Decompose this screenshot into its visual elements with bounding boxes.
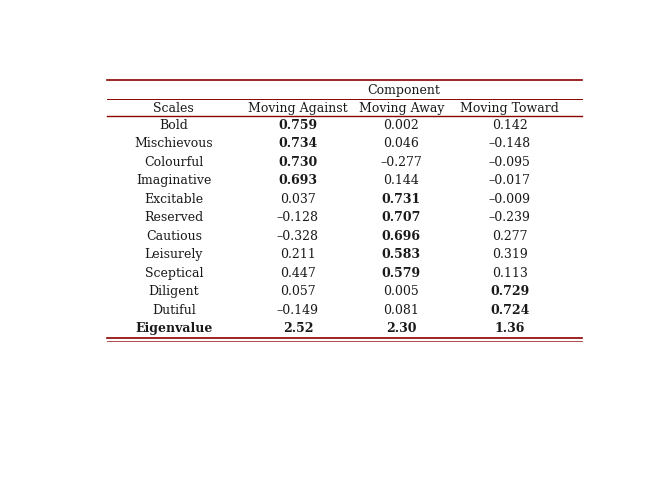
Text: 1.36: 1.36	[495, 322, 525, 335]
Text: Bold: Bold	[159, 119, 188, 132]
Text: Cautious: Cautious	[146, 230, 202, 243]
Text: Reserved: Reserved	[144, 211, 203, 224]
Text: 0.693: 0.693	[278, 174, 317, 187]
Text: Mischievous: Mischievous	[135, 138, 213, 151]
Text: Dutiful: Dutiful	[152, 304, 195, 316]
Text: 0.696: 0.696	[382, 230, 421, 243]
Text: Scales: Scales	[153, 102, 194, 115]
Text: –0.328: –0.328	[277, 230, 319, 243]
Text: Moving Away: Moving Away	[359, 102, 444, 115]
Text: Excitable: Excitable	[144, 193, 203, 206]
Text: Colourful: Colourful	[144, 156, 203, 169]
Text: –0.149: –0.149	[277, 304, 319, 316]
Text: 0.447: 0.447	[280, 267, 315, 280]
Text: 0.583: 0.583	[382, 248, 421, 261]
Text: 0.211: 0.211	[280, 248, 315, 261]
Text: –0.009: –0.009	[489, 193, 531, 206]
Text: Imaginative: Imaginative	[136, 174, 211, 187]
Text: Eigenvalue: Eigenvalue	[135, 322, 213, 335]
Text: 0.113: 0.113	[492, 267, 528, 280]
Text: 0.081: 0.081	[384, 304, 420, 316]
Text: Leisurely: Leisurely	[145, 248, 203, 261]
Text: 0.277: 0.277	[492, 230, 528, 243]
Text: 0.046: 0.046	[384, 138, 420, 151]
Text: 0.005: 0.005	[384, 285, 419, 298]
Text: 2.52: 2.52	[283, 322, 313, 335]
Text: –0.239: –0.239	[489, 211, 531, 224]
Text: Component: Component	[368, 84, 440, 97]
Text: 0.037: 0.037	[280, 193, 315, 206]
Text: 0.759: 0.759	[278, 119, 317, 132]
Text: 0.057: 0.057	[280, 285, 315, 298]
Text: 0.142: 0.142	[492, 119, 528, 132]
Text: –0.148: –0.148	[489, 138, 531, 151]
Text: 2.30: 2.30	[386, 322, 416, 335]
Text: 0.319: 0.319	[492, 248, 528, 261]
Text: Sceptical: Sceptical	[145, 267, 203, 280]
Text: 0.724: 0.724	[490, 304, 530, 316]
Text: 0.144: 0.144	[384, 174, 420, 187]
Text: –0.128: –0.128	[277, 211, 319, 224]
Text: Moving Toward: Moving Toward	[460, 102, 559, 115]
Text: –0.095: –0.095	[489, 156, 531, 169]
Text: –0.277: –0.277	[380, 156, 422, 169]
Text: 0.707: 0.707	[382, 211, 421, 224]
Text: 0.734: 0.734	[278, 138, 317, 151]
Text: Diligent: Diligent	[149, 285, 199, 298]
Text: 0.579: 0.579	[382, 267, 421, 280]
Text: –0.017: –0.017	[489, 174, 531, 187]
Text: 0.729: 0.729	[490, 285, 530, 298]
Text: 0.731: 0.731	[382, 193, 421, 206]
Text: 0.730: 0.730	[278, 156, 317, 169]
Text: 0.002: 0.002	[384, 119, 419, 132]
Text: Moving Against: Moving Against	[248, 102, 348, 115]
